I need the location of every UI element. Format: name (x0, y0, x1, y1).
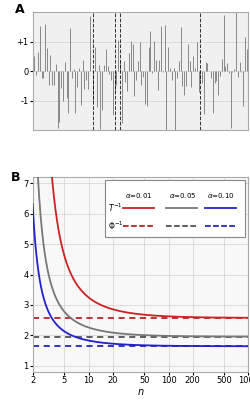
Text: $\alpha$=0.10: $\alpha$=0.10 (207, 191, 234, 200)
X-axis label: n: n (137, 386, 143, 396)
Text: $\alpha$=0.05: $\alpha$=0.05 (168, 191, 195, 200)
Text: B: B (11, 171, 20, 184)
Text: A: A (15, 2, 25, 16)
Text: $\alpha$=0.01: $\alpha$=0.01 (125, 191, 152, 200)
Text: $\Phi^{-1}$: $\Phi^{-1}$ (108, 220, 123, 232)
Text: $T^{-1}$: $T^{-1}$ (108, 202, 122, 214)
FancyBboxPatch shape (104, 180, 244, 236)
